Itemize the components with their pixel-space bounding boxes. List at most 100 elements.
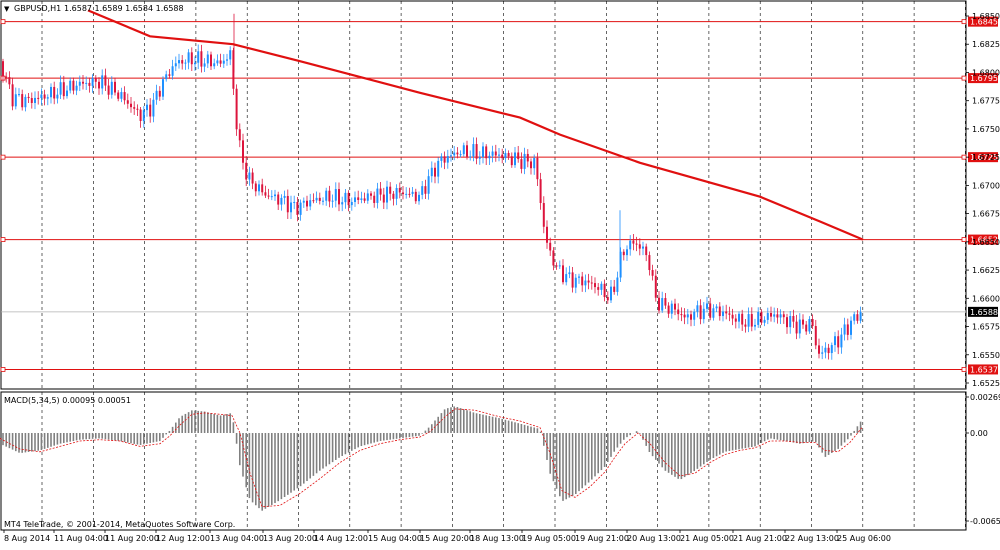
candle-body [827,347,830,354]
x-tick-label: 25 Aug 06:00 [837,534,891,543]
candle-body [616,277,619,292]
current-price-tag-label: 1.6588 [970,308,998,317]
macd-y-tick-label: 0.00269 [970,393,1000,402]
candle-body [62,82,65,97]
candle-body [590,282,593,284]
candle-body [584,280,587,286]
candle-body [626,249,628,256]
x-tick-label: 21 Aug 21:00 [733,534,787,543]
x-tick-label: 13 Aug 04:00 [210,534,264,543]
candle-body [238,129,241,141]
candle-body [344,192,347,203]
candle-body [280,197,283,205]
candle-body [72,80,75,91]
y-tick-label: 1.6750 [972,125,1000,134]
candle-body [690,314,692,320]
candle-body [98,81,100,89]
x-tick-label: 11 Aug 20:00 [105,534,159,543]
candle-body [411,191,414,194]
candle-body [520,159,523,169]
candle-body [190,52,193,65]
candle-body [18,94,20,96]
candle-body [638,244,641,249]
candle-body [517,152,520,160]
moving-average-path [87,9,864,241]
y-tick-label: 1.6825 [972,40,1000,49]
candle-body [574,277,577,288]
candle-body [174,63,177,67]
candle-body [664,298,667,306]
candle-body [158,90,161,97]
candle-body [322,200,324,202]
candle-body [440,156,443,161]
candle-body [11,84,14,107]
candle-body [434,167,436,177]
candle-body [856,314,859,321]
candle-body [530,161,532,169]
candle-body [184,62,187,64]
candle-body [555,265,558,267]
line-anchor-handle [961,367,967,372]
candle-body [546,226,548,243]
candle-body [674,303,676,310]
candle-body [565,274,568,283]
window-menu-arrow-icon[interactable]: ▼ [4,5,10,13]
candle-body [670,303,673,314]
candle-body [853,314,856,321]
candle-body [469,156,472,158]
line-anchor-handle [961,19,967,25]
candle-body [795,321,798,334]
candle-body [859,312,862,321]
candle-body [248,172,251,180]
ohlc-label: 1.6587 1.6589 1.6584 1.6588 [64,4,184,13]
candle-body [651,270,654,276]
candle-body [203,63,206,67]
candle-body [162,79,164,97]
candle-body [802,319,804,325]
y-tick-label: 1.6725 [972,153,1000,162]
candle-body [504,153,507,159]
candle-body [760,311,763,323]
candle-body [389,186,392,194]
candle-body [139,109,142,121]
x-tick-label: 18 Aug 13:00 [470,534,524,543]
macd-histogram [0,406,863,511]
candle-body [408,193,411,195]
candle-body [523,153,526,169]
grid-lines [1,1,966,530]
candle-body [683,314,686,318]
candle-body [88,82,91,86]
candle-body [446,156,449,163]
candle-body [715,306,718,309]
candle-body [456,152,459,155]
candle-body [526,153,529,162]
candle-body [603,283,606,298]
candle-body [501,154,504,159]
candle-body [443,156,446,163]
y-tick-label: 1.6775 [972,97,1000,106]
moving-average-line [87,9,864,241]
x-tick-label: 13 Aug 20:00 [263,534,317,543]
candle-body [334,189,337,201]
candle-body [251,172,254,184]
horizontal-lines[interactable]: 1.6845 1.6795 1.6725 1.6652 1.6537 1.6588 [0,16,998,375]
candle-body [357,197,360,200]
candle-body [354,197,356,202]
candle-body [181,60,184,64]
price-tag-background [968,152,998,163]
candle-body [120,92,123,99]
candle-body [466,145,468,157]
candle-body [165,74,168,80]
x-tick-label: 15 Aug 20:00 [420,534,474,543]
candle-body [654,275,657,298]
candle-body [24,96,27,108]
candle-body [568,272,571,275]
candle-body [840,334,843,348]
candle-body [274,194,276,197]
candle-body [818,345,820,354]
candle-body [14,94,17,107]
candle-body [37,97,40,99]
